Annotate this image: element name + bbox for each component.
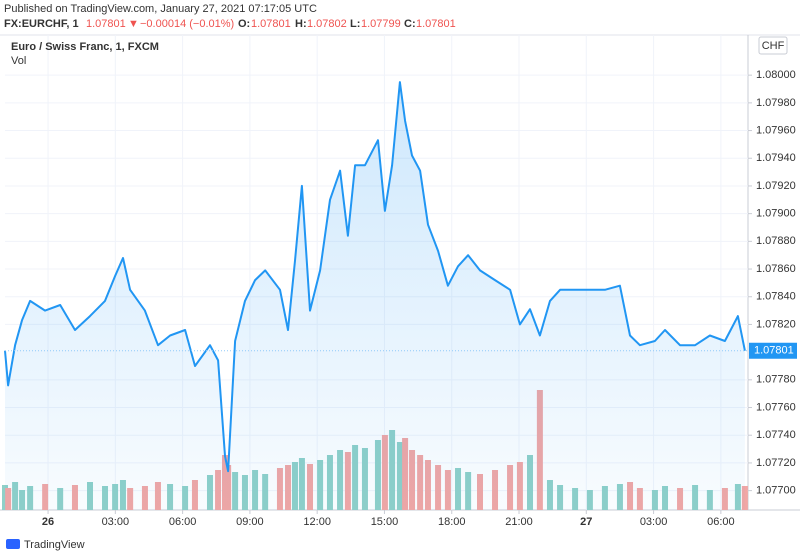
y-tick-label: 1.07940 xyxy=(756,152,796,164)
x-tick-label: 12:00 xyxy=(303,516,331,528)
close-label: C: xyxy=(404,18,416,30)
y-tick-label: 1.08000 xyxy=(756,69,796,81)
last: 1.07801 xyxy=(86,18,126,30)
x-tick-label: 06:00 xyxy=(707,516,735,528)
y-tick-label: 1.07740 xyxy=(756,429,796,441)
y-tick-label: 1.07760 xyxy=(756,401,796,413)
change: −0.00014 (−0.01%) xyxy=(140,18,234,30)
published: Published on TradingView.com, January 27… xyxy=(4,3,317,15)
x-tick-label: 06:00 xyxy=(169,516,197,528)
close: 1.07801 xyxy=(416,18,456,30)
brand: TradingView xyxy=(24,539,85,551)
area xyxy=(5,82,745,510)
y-tick-label: 1.07840 xyxy=(756,291,796,303)
currency-box[interactable] xyxy=(758,36,788,55)
low: 1.07799 xyxy=(361,18,401,30)
currency: CHF xyxy=(762,40,785,52)
x-tick-label: 18:00 xyxy=(438,516,466,528)
y-tick-label: 1.07980 xyxy=(756,97,796,109)
last-price-box xyxy=(749,342,797,359)
open-label: O: xyxy=(238,18,250,30)
y-tick-label: 1.07960 xyxy=(756,124,796,136)
y-tick-label: 1.07920 xyxy=(756,180,796,192)
y-tick-label: 1.07820 xyxy=(756,318,796,330)
y-tick-label: 1.07900 xyxy=(756,208,796,220)
symbol: FX:EURCHF, 1 xyxy=(4,18,79,30)
arrow: ▼ xyxy=(128,18,139,30)
x-tick-label: 15:00 xyxy=(371,516,399,528)
open: 1.07801 xyxy=(251,18,291,30)
x-tick-label: 03:00 xyxy=(102,516,130,528)
x-tick-label: 26 xyxy=(42,516,54,528)
y-tick-label: 1.07860 xyxy=(756,263,796,275)
high-label: H: xyxy=(295,18,307,30)
y-tick-label: 1.07880 xyxy=(756,235,796,247)
x-tick-label: 27 xyxy=(580,516,592,528)
low-label: L: xyxy=(350,18,360,30)
last-price-label: 1.07801 xyxy=(754,345,794,357)
y-tick-label: 1.07780 xyxy=(756,374,796,386)
x-tick-label: 03:00 xyxy=(640,516,668,528)
chart-title: Euro / Swiss Franc, 1, FXCM xyxy=(11,41,159,53)
y-tick-label: 1.07700 xyxy=(756,485,796,497)
x-tick-label: 21:00 xyxy=(505,516,533,528)
high: 1.07802 xyxy=(307,18,347,30)
x-tick-label: 09:00 xyxy=(236,516,264,528)
legend-line: FX:EURCHF, 1 1.07801 ▼ −0.00014 (−0.01%)… xyxy=(4,18,456,30)
y-tick-label: 1.07720 xyxy=(756,457,796,469)
plot xyxy=(2,35,748,510)
volume-label: Vol xyxy=(11,55,26,67)
price-line xyxy=(4,81,746,473)
brand-logo xyxy=(6,539,20,549)
